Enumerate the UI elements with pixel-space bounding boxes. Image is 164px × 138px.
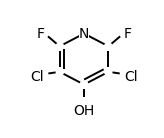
Text: F: F xyxy=(36,26,44,41)
Text: F: F xyxy=(124,26,132,41)
Text: OH: OH xyxy=(73,104,95,118)
Text: N: N xyxy=(79,26,89,41)
Text: Cl: Cl xyxy=(124,70,138,84)
Text: Cl: Cl xyxy=(30,70,44,84)
